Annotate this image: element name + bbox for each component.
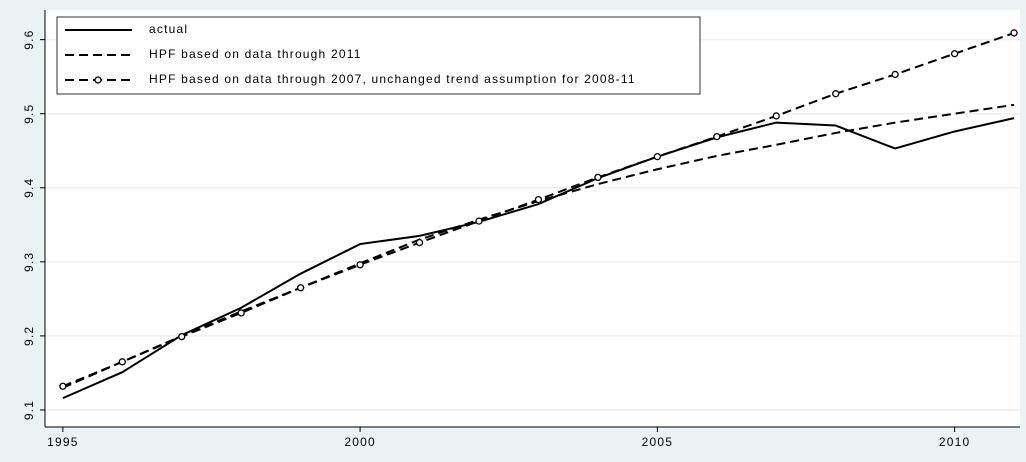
x-tick-label: 2005 xyxy=(642,435,674,449)
point-marker xyxy=(1010,29,1018,37)
point-marker xyxy=(237,309,245,317)
point-marker xyxy=(475,217,483,225)
point-marker xyxy=(891,70,899,79)
series-line xyxy=(62,117,1015,400)
x-tick-label: 1995 xyxy=(47,435,79,449)
legend-label: HPF based on data through 2007, unchange… xyxy=(149,72,636,86)
y-tick-label: 9.5 xyxy=(22,104,36,124)
point-marker xyxy=(772,112,780,120)
point-marker xyxy=(178,332,186,341)
y-tick-label: 9.2 xyxy=(22,326,36,346)
legend-marker xyxy=(94,76,102,84)
legend-box xyxy=(56,16,701,95)
point-marker xyxy=(832,90,840,98)
point-marker xyxy=(118,358,126,366)
point-marker xyxy=(59,382,67,390)
point-marker xyxy=(534,195,543,204)
x-tick-label: 2000 xyxy=(344,435,376,449)
point-marker xyxy=(356,261,364,269)
x-tick-label: 2010 xyxy=(939,435,971,449)
y-tick-label: 9.6 xyxy=(22,29,36,49)
legend-label: HPF based on data through 2011 xyxy=(149,47,362,61)
y-tick-label: 9.1 xyxy=(22,400,36,420)
y-tick-label: 9.4 xyxy=(22,178,36,198)
point-marker xyxy=(653,153,661,161)
point-marker xyxy=(415,238,424,247)
y-tick-label: 9.3 xyxy=(22,252,36,272)
point-marker xyxy=(296,284,305,292)
point-marker xyxy=(594,173,602,182)
legend-label: actual xyxy=(149,22,188,36)
point-marker xyxy=(713,133,721,141)
point-marker xyxy=(950,50,959,58)
